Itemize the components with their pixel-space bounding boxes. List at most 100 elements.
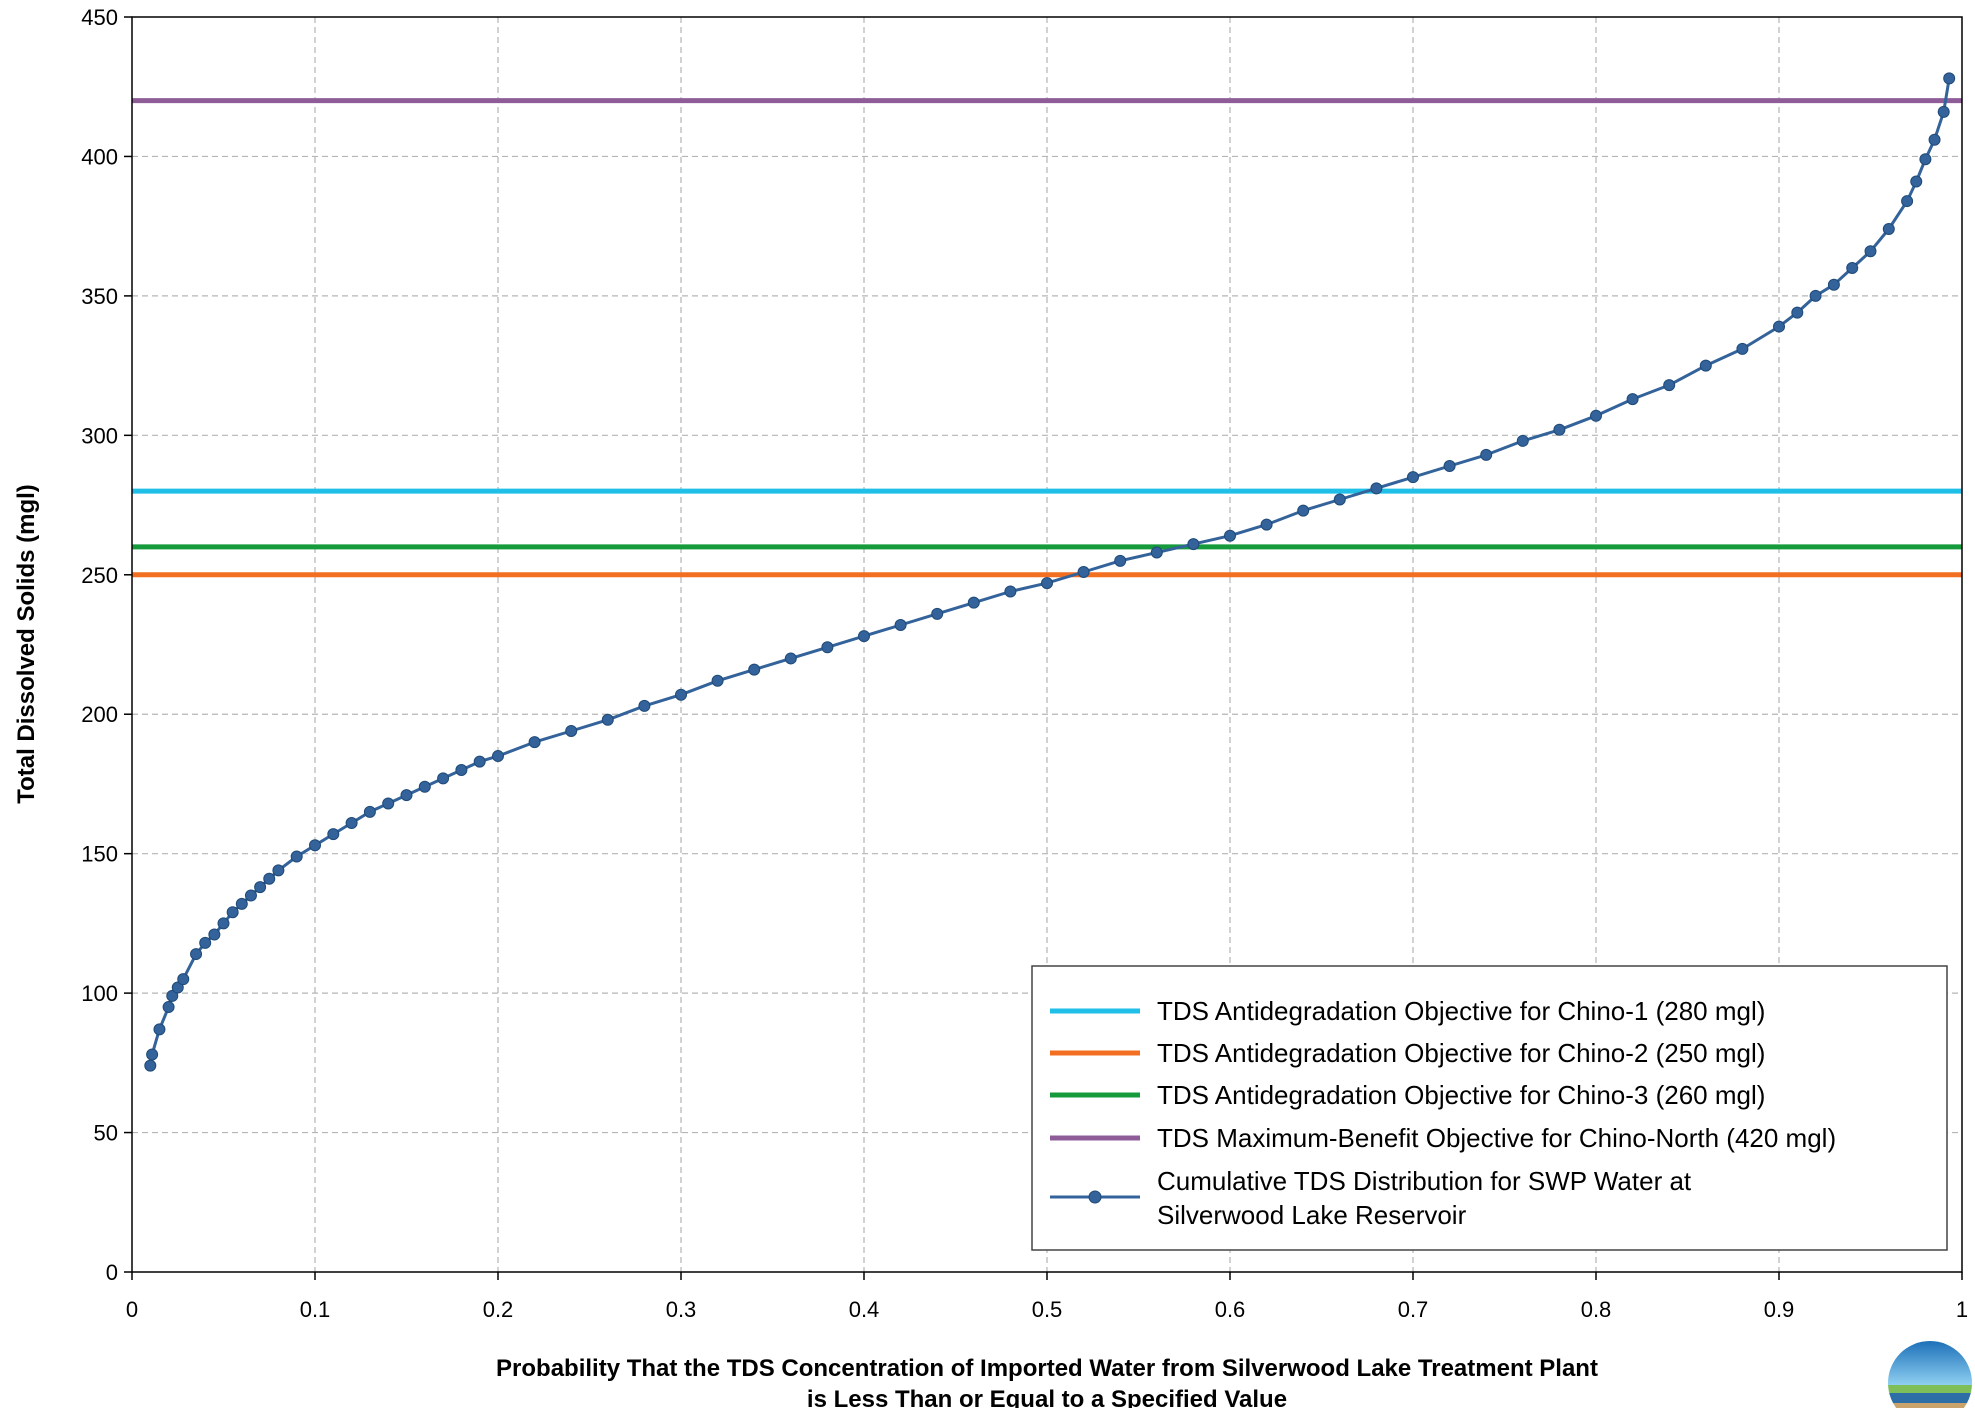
- data-point: [226, 906, 239, 919]
- data-point: [1297, 504, 1310, 517]
- y-tick-label: 300: [81, 423, 118, 448]
- data-point: [272, 864, 285, 877]
- data-point: [309, 839, 321, 852]
- data-point: [455, 764, 468, 776]
- y-tick-label: 250: [81, 563, 118, 588]
- data-point: [208, 928, 221, 941]
- data-point: [1699, 359, 1712, 372]
- legend-label-cumulative-line-2: Silverwood Lake Reservoir: [1157, 1200, 1467, 1230]
- data-point: [1846, 262, 1859, 274]
- data-point: [327, 828, 340, 841]
- data-point: [1150, 546, 1163, 559]
- x-axis-title-line-1: Probability That the TDS Concentration o…: [496, 1355, 1598, 1382]
- data-point: [1901, 195, 1914, 208]
- data-point: [437, 772, 450, 785]
- data-point: [1333, 493, 1346, 506]
- y-tick-label: 100: [81, 981, 118, 1006]
- data-point: [418, 780, 431, 793]
- data-point: [1004, 585, 1017, 598]
- data-point: [1480, 448, 1493, 461]
- x-tick-label: 0.1: [300, 1297, 331, 1322]
- data-point: [821, 641, 834, 654]
- data-point: [1791, 306, 1804, 319]
- legend-box: [1031, 965, 1948, 1251]
- data-point: [235, 897, 248, 910]
- x-axis-title-line-2: is Less Than or Equal to a Specified Val…: [807, 1386, 1287, 1408]
- data-point: [1864, 245, 1877, 258]
- y-tick-label: 350: [81, 284, 118, 309]
- data-point: [144, 1059, 157, 1072]
- data-point: [1919, 153, 1932, 166]
- data-point: [1943, 72, 1956, 85]
- data-point: [190, 948, 203, 961]
- data-point: [1224, 529, 1236, 542]
- y-tick-label: 450: [81, 5, 118, 30]
- data-point: [1114, 554, 1127, 567]
- data-point: [1928, 133, 1941, 146]
- data-point: [1937, 105, 1950, 118]
- data-point: [345, 816, 358, 829]
- data-point: [1553, 423, 1566, 436]
- legend-label-cumulative-line-1: Cumulative TDS Distribution for SWP Wate…: [1157, 1166, 1692, 1196]
- data-point: [1910, 175, 1923, 188]
- data-point: [565, 724, 578, 737]
- legend: TDS Antidegradation Objective for Chino-…: [1031, 965, 1948, 1251]
- data-point: [1773, 320, 1785, 333]
- data-point: [711, 674, 724, 687]
- data-point: [263, 872, 276, 885]
- legend-label-chino-3: TDS Antidegradation Objective for Chino-…: [1157, 1080, 1765, 1110]
- x-tick-label: 0.6: [1215, 1297, 1246, 1322]
- data-point: [244, 889, 257, 902]
- series-group: [144, 72, 1956, 1072]
- y-tick-label: 150: [81, 842, 118, 867]
- data-point: [1041, 577, 1053, 590]
- data-point: [1077, 565, 1090, 578]
- data-point: [1736, 342, 1749, 355]
- legend-label-chino-1: TDS Antidegradation Objective for Chino-…: [1157, 996, 1765, 1026]
- data-point: [171, 981, 184, 994]
- data-point: [1407, 471, 1419, 484]
- data-point: [153, 1023, 166, 1036]
- data-point: [748, 663, 761, 676]
- data-point: [1809, 289, 1822, 302]
- y-tick-label: 0: [106, 1260, 118, 1285]
- x-tick-label: 0.7: [1398, 1297, 1429, 1322]
- data-point: [290, 850, 303, 863]
- x-tick-label: 0.9: [1764, 1297, 1795, 1322]
- y-tick-label: 200: [81, 702, 118, 727]
- data-point: [162, 1001, 175, 1014]
- x-tick-label: 0.3: [666, 1297, 697, 1322]
- data-point: [1626, 393, 1639, 406]
- data-point: [638, 699, 651, 712]
- x-tick-label: 0.8: [1581, 1297, 1612, 1322]
- data-point: [1827, 278, 1840, 291]
- data-point: [784, 652, 797, 665]
- data-point: [254, 881, 267, 894]
- legend-marker-cumulative: [1088, 1190, 1102, 1204]
- y-tick-label: 400: [81, 144, 118, 169]
- data-point: [1663, 379, 1676, 392]
- data-point: [166, 989, 179, 1002]
- data-point: [199, 936, 212, 949]
- reference-lines: [132, 98, 1962, 578]
- x-tick-label: 1: [1956, 1297, 1968, 1322]
- data-point: [363, 805, 376, 818]
- data-point: [492, 750, 504, 763]
- y-tick-label: 50: [94, 1121, 118, 1146]
- data-point: [675, 688, 687, 701]
- data-point: [601, 713, 614, 726]
- data-point: [1187, 538, 1200, 551]
- data-point: [1443, 460, 1456, 473]
- series-line-cumulative-tds: [148, 78, 1951, 1066]
- x-tick-label: 0.2: [483, 1297, 514, 1322]
- data-point: [1370, 482, 1383, 495]
- data-point: [1516, 434, 1529, 447]
- data-point: [146, 1048, 159, 1061]
- data-point: [967, 596, 980, 609]
- data-point: [931, 607, 944, 620]
- x-tick-label: 0.4: [849, 1297, 880, 1322]
- y-axis-title: Total Dissolved Solids (mgl): [13, 484, 40, 804]
- data-point: [1882, 222, 1895, 235]
- data-point: [894, 618, 907, 631]
